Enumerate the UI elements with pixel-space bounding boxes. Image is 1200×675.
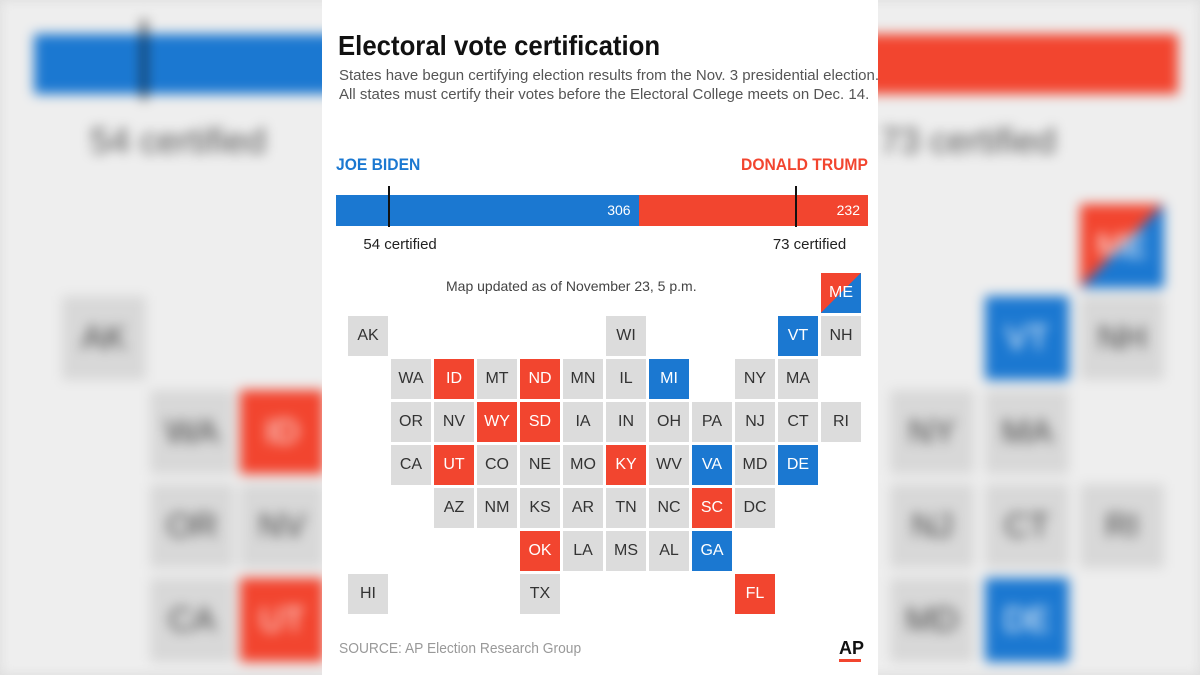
biden-label: JOE BIDEN [336,155,421,174]
state-tile-or: OR [391,402,431,442]
trump-votes-label: 232 [836,202,860,218]
state-tile-mn: MN [563,359,603,399]
state-tile-hi: HI [348,574,388,614]
state-tile-nd: ND [520,359,560,399]
background-tile: AK [62,296,146,380]
state-tile-nm: NM [477,488,517,528]
chart-subtitle: States have begun certifying election re… [339,67,880,103]
background-tile: UT [240,578,324,662]
state-tile-ct: CT [778,402,818,442]
state-tile-ny: NY [735,359,775,399]
state-tile-sd: SD [520,402,560,442]
state-tile-mo: MO [563,445,603,485]
background-tile: NH [1080,296,1164,380]
state-tile-oh: OH [649,402,689,442]
state-tile-ga: GA [692,531,732,571]
state-tile-wi: WI [606,316,646,356]
ap-logo-underline [839,659,861,662]
background-biden-certified: 54 certified [90,120,267,161]
state-tile-pa: PA [692,402,732,442]
state-tile-ak: AK [348,316,388,356]
background-tile: WA [150,390,234,474]
state-tile-tn: TN [606,488,646,528]
background-tick [142,20,146,100]
state-tile-ia: IA [563,402,603,442]
state-tile-co: CO [477,445,517,485]
background-tile: ME [1080,204,1164,288]
background-tile: MA [985,390,1069,474]
state-tile-ut: UT [434,445,474,485]
state-tile-map: ME AK WI VT NH WA ID MT ND MN IL MI NY MA OR NV WY SD IA IN… [348,273,868,626]
source-note: SOURCE: AP Election Research Group [339,640,582,657]
state-tile-ok: OK [520,531,560,571]
background-tile: RI [1080,484,1164,568]
state-tile-wa: WA [391,359,431,399]
background-tile: CA [150,578,234,662]
background-tile: NV [240,484,324,568]
state-tile-fl: FL [735,574,775,614]
state-tile-id: ID [434,359,474,399]
state-tile-ks: KS [520,488,560,528]
trump-label: DONALD TRUMP [741,155,868,174]
state-tile-me: ME [821,273,861,313]
state-tile-ma: MA [778,359,818,399]
state-tile-md: MD [735,445,775,485]
state-tile-il: IL [606,359,646,399]
state-tile-wy: WY [477,402,517,442]
state-tile-nc: NC [649,488,689,528]
background-tile: VT [985,296,1069,380]
biden-votes-label: 306 [607,202,631,218]
state-tile-ne: NE [520,445,560,485]
state-tile-ms: MS [606,531,646,571]
map-updated-note: Map updated as of November 23, 5 p.m. [446,278,697,294]
biden-bar-segment: 306 [336,195,639,226]
state-tile-nv: NV [434,402,474,442]
background-tile: CT [985,484,1069,568]
state-tile-la: LA [563,531,603,571]
background-biden-bar [34,34,354,94]
electoral-vote-bar: 306 232 [336,195,868,226]
trump-certified-label: 73 certified [772,236,847,253]
state-tile-nh: NH [821,316,861,356]
state-tile-ky: KY [606,445,646,485]
background-tile: DE [985,578,1069,662]
state-tile-mi: MI [649,359,689,399]
graphic-card: Electoral vote certification States have… [322,0,880,675]
state-tile-vt: VT [778,316,818,356]
background-tile: MD [890,578,974,662]
state-tile-tx: TX [520,574,560,614]
background-tile: NJ [890,484,974,568]
ap-logo: AP [839,638,865,658]
trump-certified-marker [794,186,797,227]
state-tile-dc: DC [735,488,775,528]
background-tile: NY [890,390,974,474]
state-tile-va: VA [692,445,732,485]
state-tile-ar: AR [563,488,603,528]
background-tile: OR [150,484,234,568]
state-tile-sc: SC [692,488,732,528]
background-trump-bar [860,34,1178,94]
chart-title: Electoral vote certification [338,30,661,61]
state-tile-de: DE [778,445,818,485]
trump-bar-segment: 232 [638,195,868,226]
state-tile-az: AZ [434,488,474,528]
state-tile-ri: RI [821,402,861,442]
state-tile-nj: NJ [735,402,775,442]
state-tile-wv: WV [649,445,689,485]
state-tile-ca: CA [391,445,431,485]
state-tile-mt: MT [477,359,517,399]
biden-certified-marker [388,186,391,227]
background-trump-certified: 73 certified [880,120,1057,161]
state-tile-al: AL [649,531,689,571]
state-tile-in: IN [606,402,646,442]
background-tile: ID [240,390,324,474]
biden-certified-label: 54 certified [363,236,437,253]
